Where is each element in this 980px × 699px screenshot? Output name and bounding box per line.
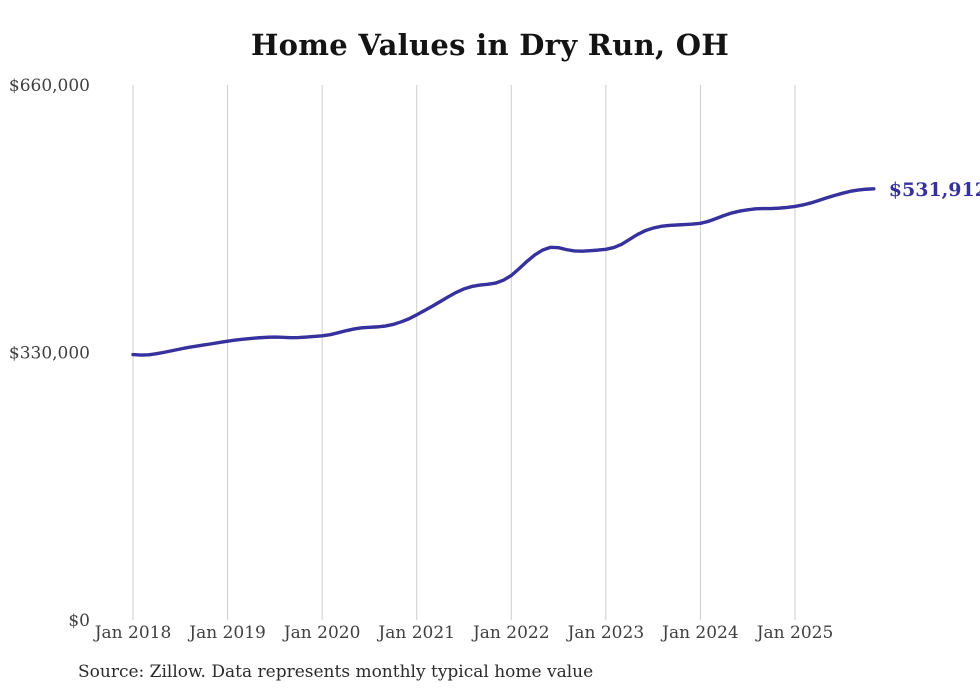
x-tick-label: Jan 2024 <box>660 623 739 643</box>
x-tick-label: Jan 2022 <box>471 623 550 643</box>
x-tick-label: Jan 2023 <box>566 623 645 643</box>
y-tick-label: $0 <box>68 611 90 631</box>
chart-title: Home Values in Dry Run, OH <box>250 28 730 62</box>
latest-value-label: $531,912 <box>889 179 980 201</box>
x-tick-label: Jan 2019 <box>187 623 266 643</box>
x-tick-label: Jan 2025 <box>755 623 834 643</box>
home-value-line <box>131 187 876 357</box>
y-axis-tick-labels: $660,000 $330,000 $0 <box>9 76 90 631</box>
x-tick-label: Jan 2021 <box>376 623 455 643</box>
x-tick-label: Jan 2020 <box>282 623 361 643</box>
source-note: Source: Zillow. Data represents monthly … <box>78 662 594 682</box>
x-axis-tick-labels: Jan 2018 Jan 2019 Jan 2020 Jan 2021 Jan 2022… <box>93 623 834 643</box>
x-tick-label: Jan 2018 <box>93 623 172 643</box>
gridlines-group <box>132 85 796 620</box>
y-tick-label: $330,000 <box>9 344 90 364</box>
y-tick-label: $660,000 <box>9 76 90 96</box>
